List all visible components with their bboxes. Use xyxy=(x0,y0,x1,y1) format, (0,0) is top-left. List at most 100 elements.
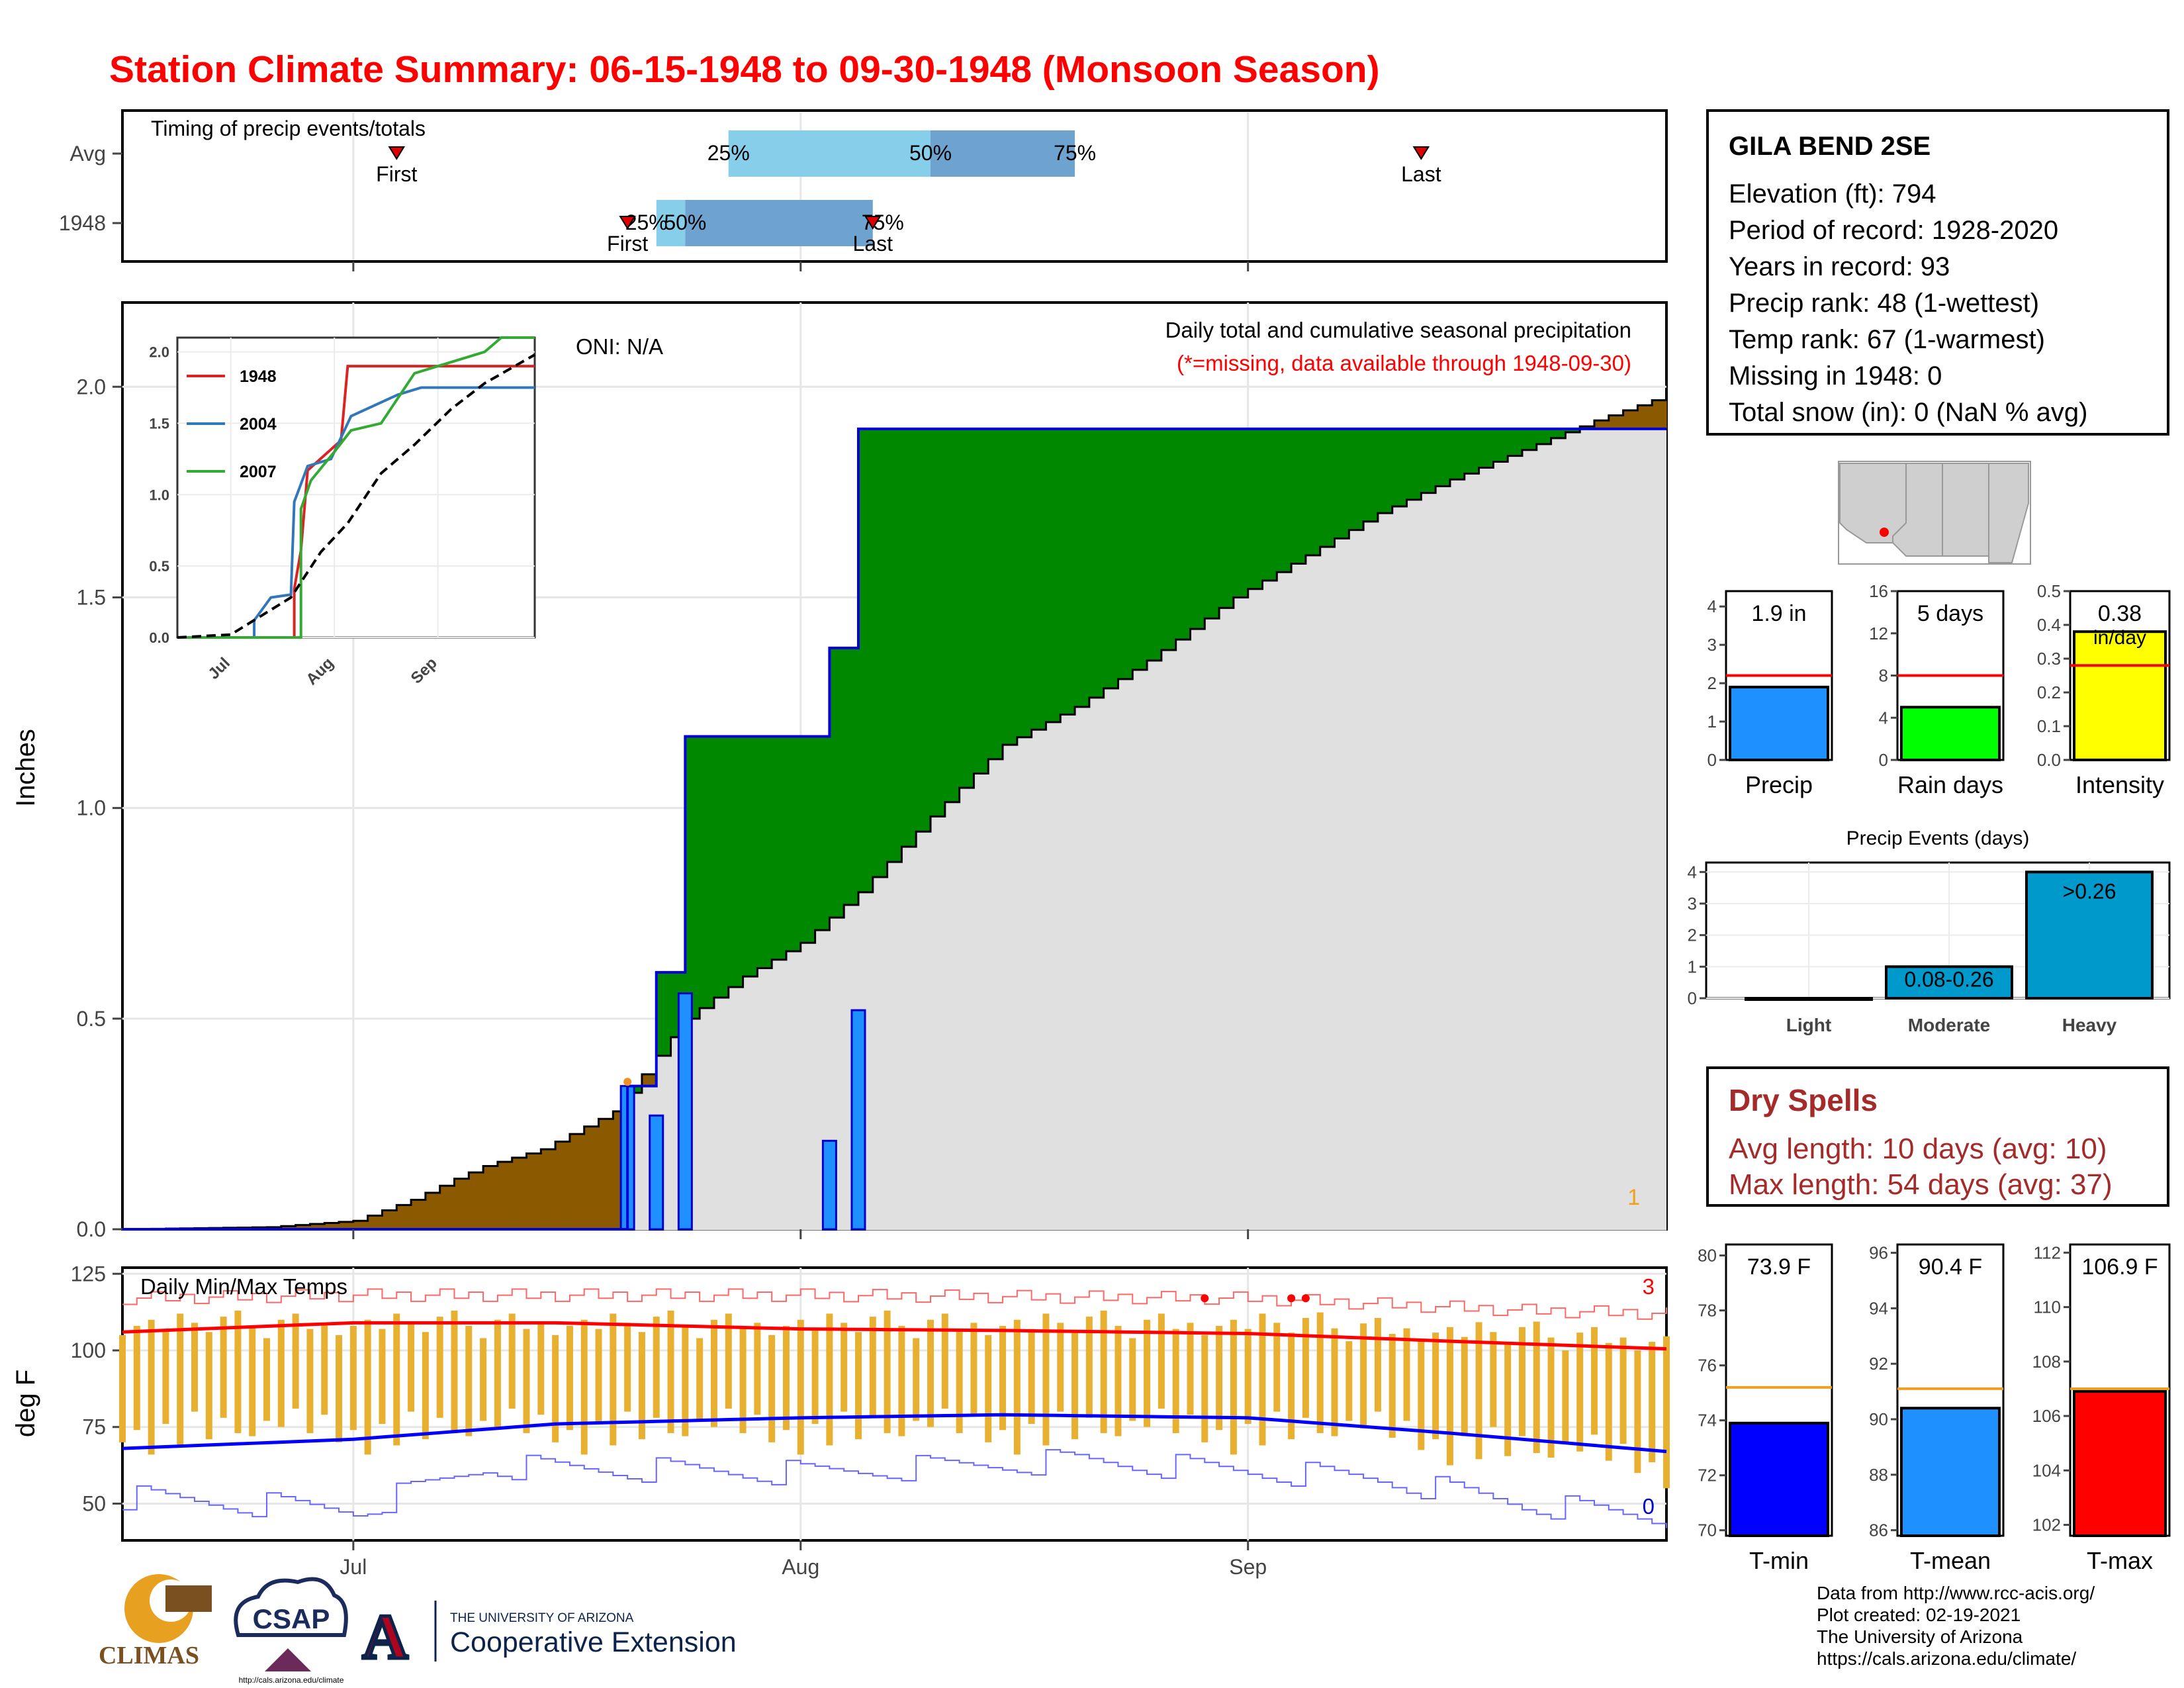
surplus-area xyxy=(916,428,931,832)
daily-temp-bar xyxy=(336,1335,343,1442)
daily-temp-bar xyxy=(148,1319,155,1455)
daily-temp-bar xyxy=(768,1335,776,1442)
surplus-area xyxy=(1334,428,1349,539)
deficit-area xyxy=(367,1215,383,1229)
summary-intensity-unit-label: in/day xyxy=(2093,627,2146,649)
daily-temp-bar xyxy=(1187,1323,1194,1415)
surplus-area xyxy=(772,736,787,960)
surplus-area xyxy=(974,428,989,774)
events-tick-label: 2 xyxy=(1688,925,1697,945)
surplus-area xyxy=(1017,428,1032,737)
surplus-area xyxy=(1291,428,1306,564)
inset-y-tick-label: 1.5 xyxy=(149,415,169,432)
station-elevation: Elevation (ft): 794 xyxy=(1729,179,1936,209)
daily-temp-bar xyxy=(797,1319,804,1455)
surplus-area xyxy=(844,647,859,905)
x-axis-tick-label: Jul xyxy=(340,1555,367,1579)
deficit-area xyxy=(425,1192,441,1229)
daily-temp-bar xyxy=(782,1325,790,1430)
surplus-area xyxy=(887,428,903,863)
daily-temp-bar xyxy=(941,1313,948,1409)
temp-summary-tmin-tick-label: 70 xyxy=(1698,1521,1717,1540)
daily-temp-bar xyxy=(177,1313,184,1446)
deficit-area xyxy=(324,1223,340,1229)
surplus-area xyxy=(829,647,844,918)
climatology-cumulative-line xyxy=(122,395,1668,1231)
daily-temp-bar xyxy=(1590,1327,1598,1435)
daily-temp-bar xyxy=(1663,1336,1670,1489)
surplus-area xyxy=(1536,428,1552,444)
record-high-marker xyxy=(1287,1294,1296,1303)
dry-spells-title: Dry Spells xyxy=(1729,1083,1878,1117)
deficit-area xyxy=(281,1226,296,1229)
temp-summary-tmin-tick-label: 78 xyxy=(1698,1301,1717,1321)
daily-temp-bar xyxy=(580,1319,588,1455)
temp-summary-tmin-value-label: 73.9 F xyxy=(1747,1254,1811,1280)
temp-summary-tmean-tick-label: 88 xyxy=(1869,1465,1888,1485)
daily-temp-bar xyxy=(494,1319,501,1427)
daily-temp-bar xyxy=(970,1323,978,1415)
climas-logo-text: CLIMAS xyxy=(99,1642,199,1669)
daily-temp-bar xyxy=(1634,1350,1641,1474)
climas-hill-icon xyxy=(165,1585,212,1612)
surplus-area xyxy=(858,428,874,892)
temp-panel: 50 75 100 125 Daily Min/Max Temps 3 0 deg F xyxy=(11,1262,1670,1542)
daily-temp-bar xyxy=(306,1329,314,1433)
summary-intensity-tick-label: 0.0 xyxy=(2037,750,2061,770)
precip-y-label: Inches xyxy=(11,729,40,807)
summary-precip-value-label: 1.9 in xyxy=(1751,601,1806,626)
station-years: Years in record: 93 xyxy=(1729,252,1950,281)
surplus-area xyxy=(1377,428,1393,514)
summary-raindays-bar xyxy=(1900,706,2001,761)
timing-label-p25: 25% xyxy=(625,211,668,234)
inset-y-tick-label: 0.0 xyxy=(149,630,169,646)
timing-first-marker-icon xyxy=(388,146,406,160)
daily-temp-bar xyxy=(710,1319,717,1427)
surplus-area xyxy=(1003,428,1018,745)
daily-temp-bar xyxy=(249,1325,256,1436)
surplus-area xyxy=(1118,428,1133,679)
inset-series-1948 xyxy=(177,365,535,639)
events-bar-moderate xyxy=(1885,965,2013,1000)
daily-temp-bar xyxy=(508,1313,516,1409)
deficit-area xyxy=(469,1172,484,1229)
avg-tmax-line xyxy=(122,1321,1667,1351)
daily-precip-bar xyxy=(649,1114,664,1231)
daily-temp-bar xyxy=(1547,1337,1555,1458)
summary-intensity-tick-label: 0.1 xyxy=(2037,716,2061,736)
temp-summary-tmin-tick-label: 80 xyxy=(1698,1246,1717,1266)
temp-summary-tmax-category-label: T-max xyxy=(2087,1547,2153,1574)
events-bar-label: 0.08-0.26 xyxy=(1904,967,1993,991)
deficit-area xyxy=(555,1141,570,1229)
surplus-area xyxy=(1305,428,1321,555)
temp-summary-tmax-value-label: 106.9 F xyxy=(2081,1254,2158,1280)
timing-row-avg-label: Avg xyxy=(69,142,106,165)
surplus-area xyxy=(1233,428,1249,598)
temp-summary-tmax-tick-label: 102 xyxy=(2032,1515,2061,1535)
daily-temp-bar xyxy=(364,1319,371,1455)
daily-temp-bar xyxy=(220,1317,227,1418)
record-high-marker xyxy=(1201,1294,1209,1303)
surplus-area xyxy=(1161,428,1177,650)
deficit-area xyxy=(541,1149,556,1229)
daily-temp-bar xyxy=(898,1325,905,1436)
credits: Data from http://www.rcc-acis.org/ Plot … xyxy=(1817,1582,2095,1669)
daily-temp-bar xyxy=(913,1338,920,1421)
daily-temp-bar xyxy=(638,1332,645,1440)
daily-temp-bar xyxy=(292,1313,299,1409)
events-category-label: Moderate xyxy=(1908,1015,1990,1035)
daily-temp-bar xyxy=(1649,1342,1656,1462)
deficit-area xyxy=(1637,405,1653,429)
temp-y-tick-label: 50 xyxy=(82,1491,106,1515)
temp-summary-tmax-tick-label: 110 xyxy=(2034,1297,2061,1317)
daily-temp-bar xyxy=(1475,1322,1482,1460)
csap-url: http://cals.arizona.edu/climate xyxy=(239,1675,344,1685)
summary-intensity-tick-label: 0.5 xyxy=(2037,581,2061,601)
inset-legend-label: 1948 xyxy=(240,367,277,386)
inset-legend-label: 2004 xyxy=(240,415,277,434)
daily-temp-bar xyxy=(422,1332,429,1440)
surplus-area xyxy=(728,736,744,988)
summary-precip-tick-label: 4 xyxy=(1707,596,1717,616)
daily-temp-bar xyxy=(1403,1328,1410,1421)
surplus-area xyxy=(815,736,830,931)
